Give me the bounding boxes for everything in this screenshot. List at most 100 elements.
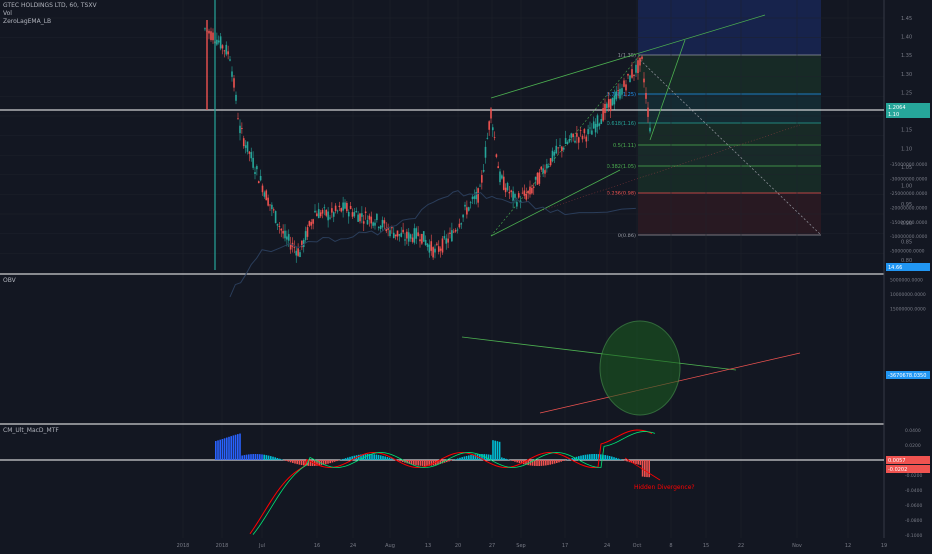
candle (509, 192, 511, 193)
candle (288, 234, 290, 241)
candle (264, 192, 266, 196)
candle (574, 141, 576, 143)
candle (614, 95, 616, 104)
candle (245, 145, 247, 148)
candle (559, 145, 561, 146)
macd-hist-bar (281, 459, 283, 460)
macd-hist-bar (321, 460, 323, 465)
candle (329, 218, 331, 219)
vol-label[interactable]: Vol (3, 10, 97, 18)
macd-hist-bar (585, 455, 587, 460)
candle (451, 230, 453, 241)
macd-hist-bar (413, 460, 415, 465)
candle (507, 183, 509, 190)
candle (314, 211, 316, 212)
candle (286, 237, 288, 240)
price-tick: 1.00 (901, 184, 912, 190)
macd-hist-bar (279, 459, 281, 460)
candle (297, 248, 299, 256)
candle (410, 234, 412, 238)
macd-hist-bar (646, 460, 648, 477)
obv-title[interactable]: OBV (3, 277, 16, 285)
candle (295, 251, 297, 256)
macd-hist-bar (294, 460, 296, 464)
candle (344, 202, 346, 208)
fib-level-label: 0.236(0.98) (607, 191, 636, 197)
macd-hist-bar (543, 460, 545, 466)
candle (449, 233, 451, 234)
candle (512, 191, 514, 201)
candle (348, 212, 350, 216)
macd-hist-bar (239, 434, 241, 460)
macd-hist-bar (296, 460, 298, 464)
symbol-title[interactable]: GTEC HOLDINGS LTD, 60, TSXV (3, 2, 97, 10)
candle (539, 172, 541, 183)
candle (537, 173, 539, 185)
macd-hist-bar (224, 438, 226, 460)
candle (633, 75, 635, 76)
macd-hist-bar (257, 454, 259, 460)
candle (305, 231, 307, 240)
time-tick: Aug (385, 543, 395, 549)
candle (535, 177, 537, 180)
candle (542, 168, 544, 173)
macd-hist-bar (290, 460, 292, 462)
macd-hist-bar (244, 455, 246, 460)
macd-hist-bar (558, 460, 560, 462)
candle (619, 89, 621, 99)
price-tick: 1.15 (901, 128, 912, 134)
candle (608, 99, 610, 107)
candle (284, 231, 286, 239)
candle (258, 181, 260, 183)
candle (277, 224, 279, 226)
macd-hist-bar (457, 458, 459, 460)
macd-hist-bar (373, 454, 375, 460)
candle (333, 212, 335, 217)
candle (220, 36, 222, 48)
fib-zone (638, 166, 821, 193)
candle (247, 142, 249, 152)
macd-hist-bar (270, 456, 272, 460)
candle (578, 137, 580, 142)
candle (279, 226, 281, 227)
macd-hist-bar (536, 460, 538, 466)
macd-hist-bar (501, 457, 503, 460)
macd-hist-bar (554, 460, 556, 464)
macd-hist-bar (567, 459, 569, 460)
candle (494, 137, 496, 138)
candle (408, 232, 410, 241)
macd-hist-bar (349, 457, 351, 460)
macd-hist-bar (329, 460, 331, 463)
macd-hist-bar (233, 435, 235, 460)
obv-tick: -15000000.0000 (890, 220, 928, 226)
candle (325, 210, 327, 216)
candle (593, 121, 595, 128)
candle (442, 238, 444, 252)
price-tick: 1.10 (901, 146, 912, 152)
indicator-label[interactable]: ZeroLagEMA_LB (3, 18, 97, 26)
candle (612, 98, 614, 106)
candle (604, 104, 606, 113)
time-tick: Oct (633, 543, 642, 549)
macd-title[interactable]: CM_Ult_MacD_MTF (3, 427, 59, 435)
macd-hist-bar (382, 456, 384, 460)
macd-hist-bar (648, 460, 650, 477)
candle (427, 244, 429, 247)
candle (237, 118, 239, 119)
macd-hist-bar (268, 456, 270, 460)
macd-hist-bar (217, 440, 219, 460)
fib-zone (638, 145, 821, 166)
candle (224, 50, 226, 51)
candle (367, 220, 369, 224)
macd-hist-bar (266, 455, 268, 460)
candle (643, 79, 645, 83)
candle (365, 212, 367, 213)
candle (318, 209, 320, 218)
candle (563, 148, 565, 150)
candle (233, 78, 235, 87)
macd-hist-bar (600, 454, 602, 460)
candle (455, 230, 457, 232)
macd-hist-bar (644, 460, 646, 477)
